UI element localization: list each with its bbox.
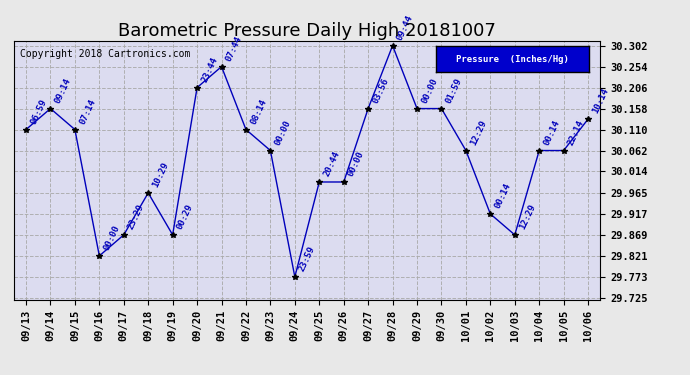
- Text: 00:00: 00:00: [420, 76, 440, 104]
- Text: 10:29: 10:29: [151, 160, 170, 189]
- Text: 10:14: 10:14: [591, 87, 611, 115]
- Title: Barometric Pressure Daily High 20181007: Barometric Pressure Daily High 20181007: [118, 22, 496, 40]
- Text: 00:14: 00:14: [493, 182, 513, 210]
- Text: 00:00: 00:00: [273, 118, 293, 146]
- Text: 12:29: 12:29: [518, 202, 537, 231]
- Text: 06:59: 06:59: [29, 97, 48, 125]
- Text: 00:00: 00:00: [102, 224, 121, 252]
- Text: 09:14: 09:14: [53, 76, 72, 104]
- Text: 23:29: 23:29: [126, 202, 146, 231]
- Text: 09:44: 09:44: [395, 13, 415, 42]
- Text: 23:59: 23:59: [297, 244, 317, 273]
- Text: 00:14: 00:14: [542, 118, 562, 146]
- Text: 07:44: 07:44: [224, 34, 244, 62]
- Text: 22:14: 22:14: [566, 118, 586, 146]
- Text: 03:56: 03:56: [371, 76, 391, 104]
- Text: 08:14: 08:14: [248, 97, 268, 125]
- Text: 23:44: 23:44: [200, 55, 219, 83]
- Text: Copyright 2018 Cartronics.com: Copyright 2018 Cartronics.com: [19, 49, 190, 59]
- Text: 01:59: 01:59: [444, 76, 464, 104]
- Text: 20:44: 20:44: [322, 150, 342, 178]
- Text: 00:00: 00:00: [346, 150, 366, 178]
- Text: 12:29: 12:29: [469, 118, 489, 146]
- Text: 07:14: 07:14: [78, 97, 97, 125]
- Text: 00:29: 00:29: [175, 202, 195, 231]
